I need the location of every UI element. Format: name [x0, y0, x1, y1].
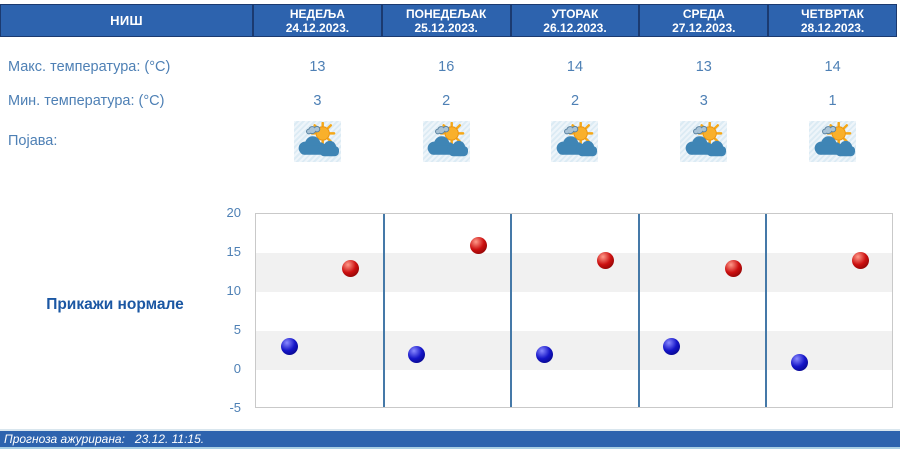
day-date: 24.12.2023. [285, 20, 350, 35]
footer-bar: Прогноза ажурирана: 23.12. 11:15. [0, 429, 900, 449]
weather-tile [809, 120, 857, 162]
weather-tile [551, 120, 599, 162]
min-temp-value: 1 [828, 93, 837, 109]
forecast-updated-text: Прогноза ажурирана: 23.12. 11:15. [4, 432, 205, 446]
min-temp-point [663, 338, 681, 356]
chart-band [256, 331, 892, 370]
y-tick-label: 5 [233, 322, 241, 337]
max-temp-point [852, 252, 870, 270]
weather-tile [293, 120, 341, 162]
max-temp-value: 16 [438, 59, 455, 75]
max-temp-value: 13 [695, 59, 712, 75]
day-separator-line [765, 214, 768, 407]
chart-y-axis: 20 15 10 5 0 -5 [205, 205, 247, 415]
show-normals-button[interactable]: Прикажи нормале [46, 296, 184, 313]
day-date: 25.12.2023. [414, 20, 478, 35]
chart-plot [255, 213, 893, 408]
min-temp-point [535, 345, 553, 363]
forecast-header-row: НИШ НЕДЕЉА 24.12.2023. ПОНЕДЕЉАК 25.12.202… [0, 4, 897, 37]
sun-behind-clouds-icon [811, 122, 855, 160]
sun-behind-clouds-icon [295, 122, 339, 160]
day-date: 28.12.2023. [800, 20, 865, 35]
day-header-4: СРЕДА 27.12.2023. [640, 5, 770, 36]
max-temp-point [341, 260, 359, 278]
day-header-1: НЕДЕЉА 24.12.2023. [254, 5, 383, 36]
min-temp-point [280, 338, 298, 356]
min-temperature-row: Мин. температура: (°C) 3 2 2 3 1 [0, 86, 897, 116]
sun-behind-clouds-icon [682, 122, 726, 160]
min-temp-value: 3 [313, 93, 322, 109]
day-name: СРЕДА [682, 6, 725, 21]
max-temp-point [597, 252, 615, 270]
max-temp-value: 13 [309, 59, 326, 75]
day-name: НЕДЕЉА [289, 6, 345, 21]
y-tick-label: 20 [226, 205, 241, 220]
min-temp-point [791, 353, 809, 371]
min-temp-point [408, 345, 426, 363]
weather-tile [422, 120, 470, 162]
max-temp-value: 14 [566, 59, 584, 75]
max-temp-point [724, 260, 742, 278]
day-header-5: ЧЕТВРТАК 28.12.2023. [769, 5, 896, 36]
sun-behind-clouds-icon [424, 122, 468, 160]
max-temp-label: Макс. температура: (°C) [8, 59, 171, 75]
y-tick-label: 15 [226, 244, 241, 259]
day-separator-line [637, 214, 640, 407]
max-temp-value: 14 [824, 59, 841, 75]
day-date: 27.12.2023. [672, 20, 736, 35]
phenomenon-label: Појава: [8, 133, 58, 149]
weather-tile [680, 120, 728, 162]
min-temp-value: 2 [442, 93, 451, 109]
max-temperature-row: Макс. температура: (°C) 13 16 14 13 14 [0, 52, 897, 82]
day-name: УТОРАК [551, 6, 599, 21]
day-name: ПОНЕДЕЉАК [406, 6, 487, 21]
day-date: 26.12.2023. [543, 20, 607, 35]
sun-behind-clouds-icon [553, 122, 597, 160]
day-separator-line [382, 214, 385, 407]
day-header-3: УТОРАК 26.12.2023. [512, 5, 641, 36]
location-name: НИШ [110, 13, 143, 28]
y-tick-label: 0 [233, 361, 241, 376]
day-separator-line [510, 214, 513, 407]
phenomenon-row: Појава: [0, 116, 897, 166]
day-header-2: ПОНЕДЕЉАК 25.12.2023. [383, 5, 512, 36]
location-cell: НИШ [1, 5, 254, 36]
min-temp-label: Мин. температура: (°C) [8, 93, 165, 109]
min-temp-value: 3 [699, 93, 708, 109]
min-temp-value: 2 [570, 93, 580, 109]
day-name: ЧЕТВРТАК [801, 6, 864, 21]
max-temp-point [469, 236, 487, 254]
y-tick-label: 10 [226, 283, 241, 298]
chart-band [256, 253, 892, 292]
y-tick-label: -5 [229, 400, 241, 415]
